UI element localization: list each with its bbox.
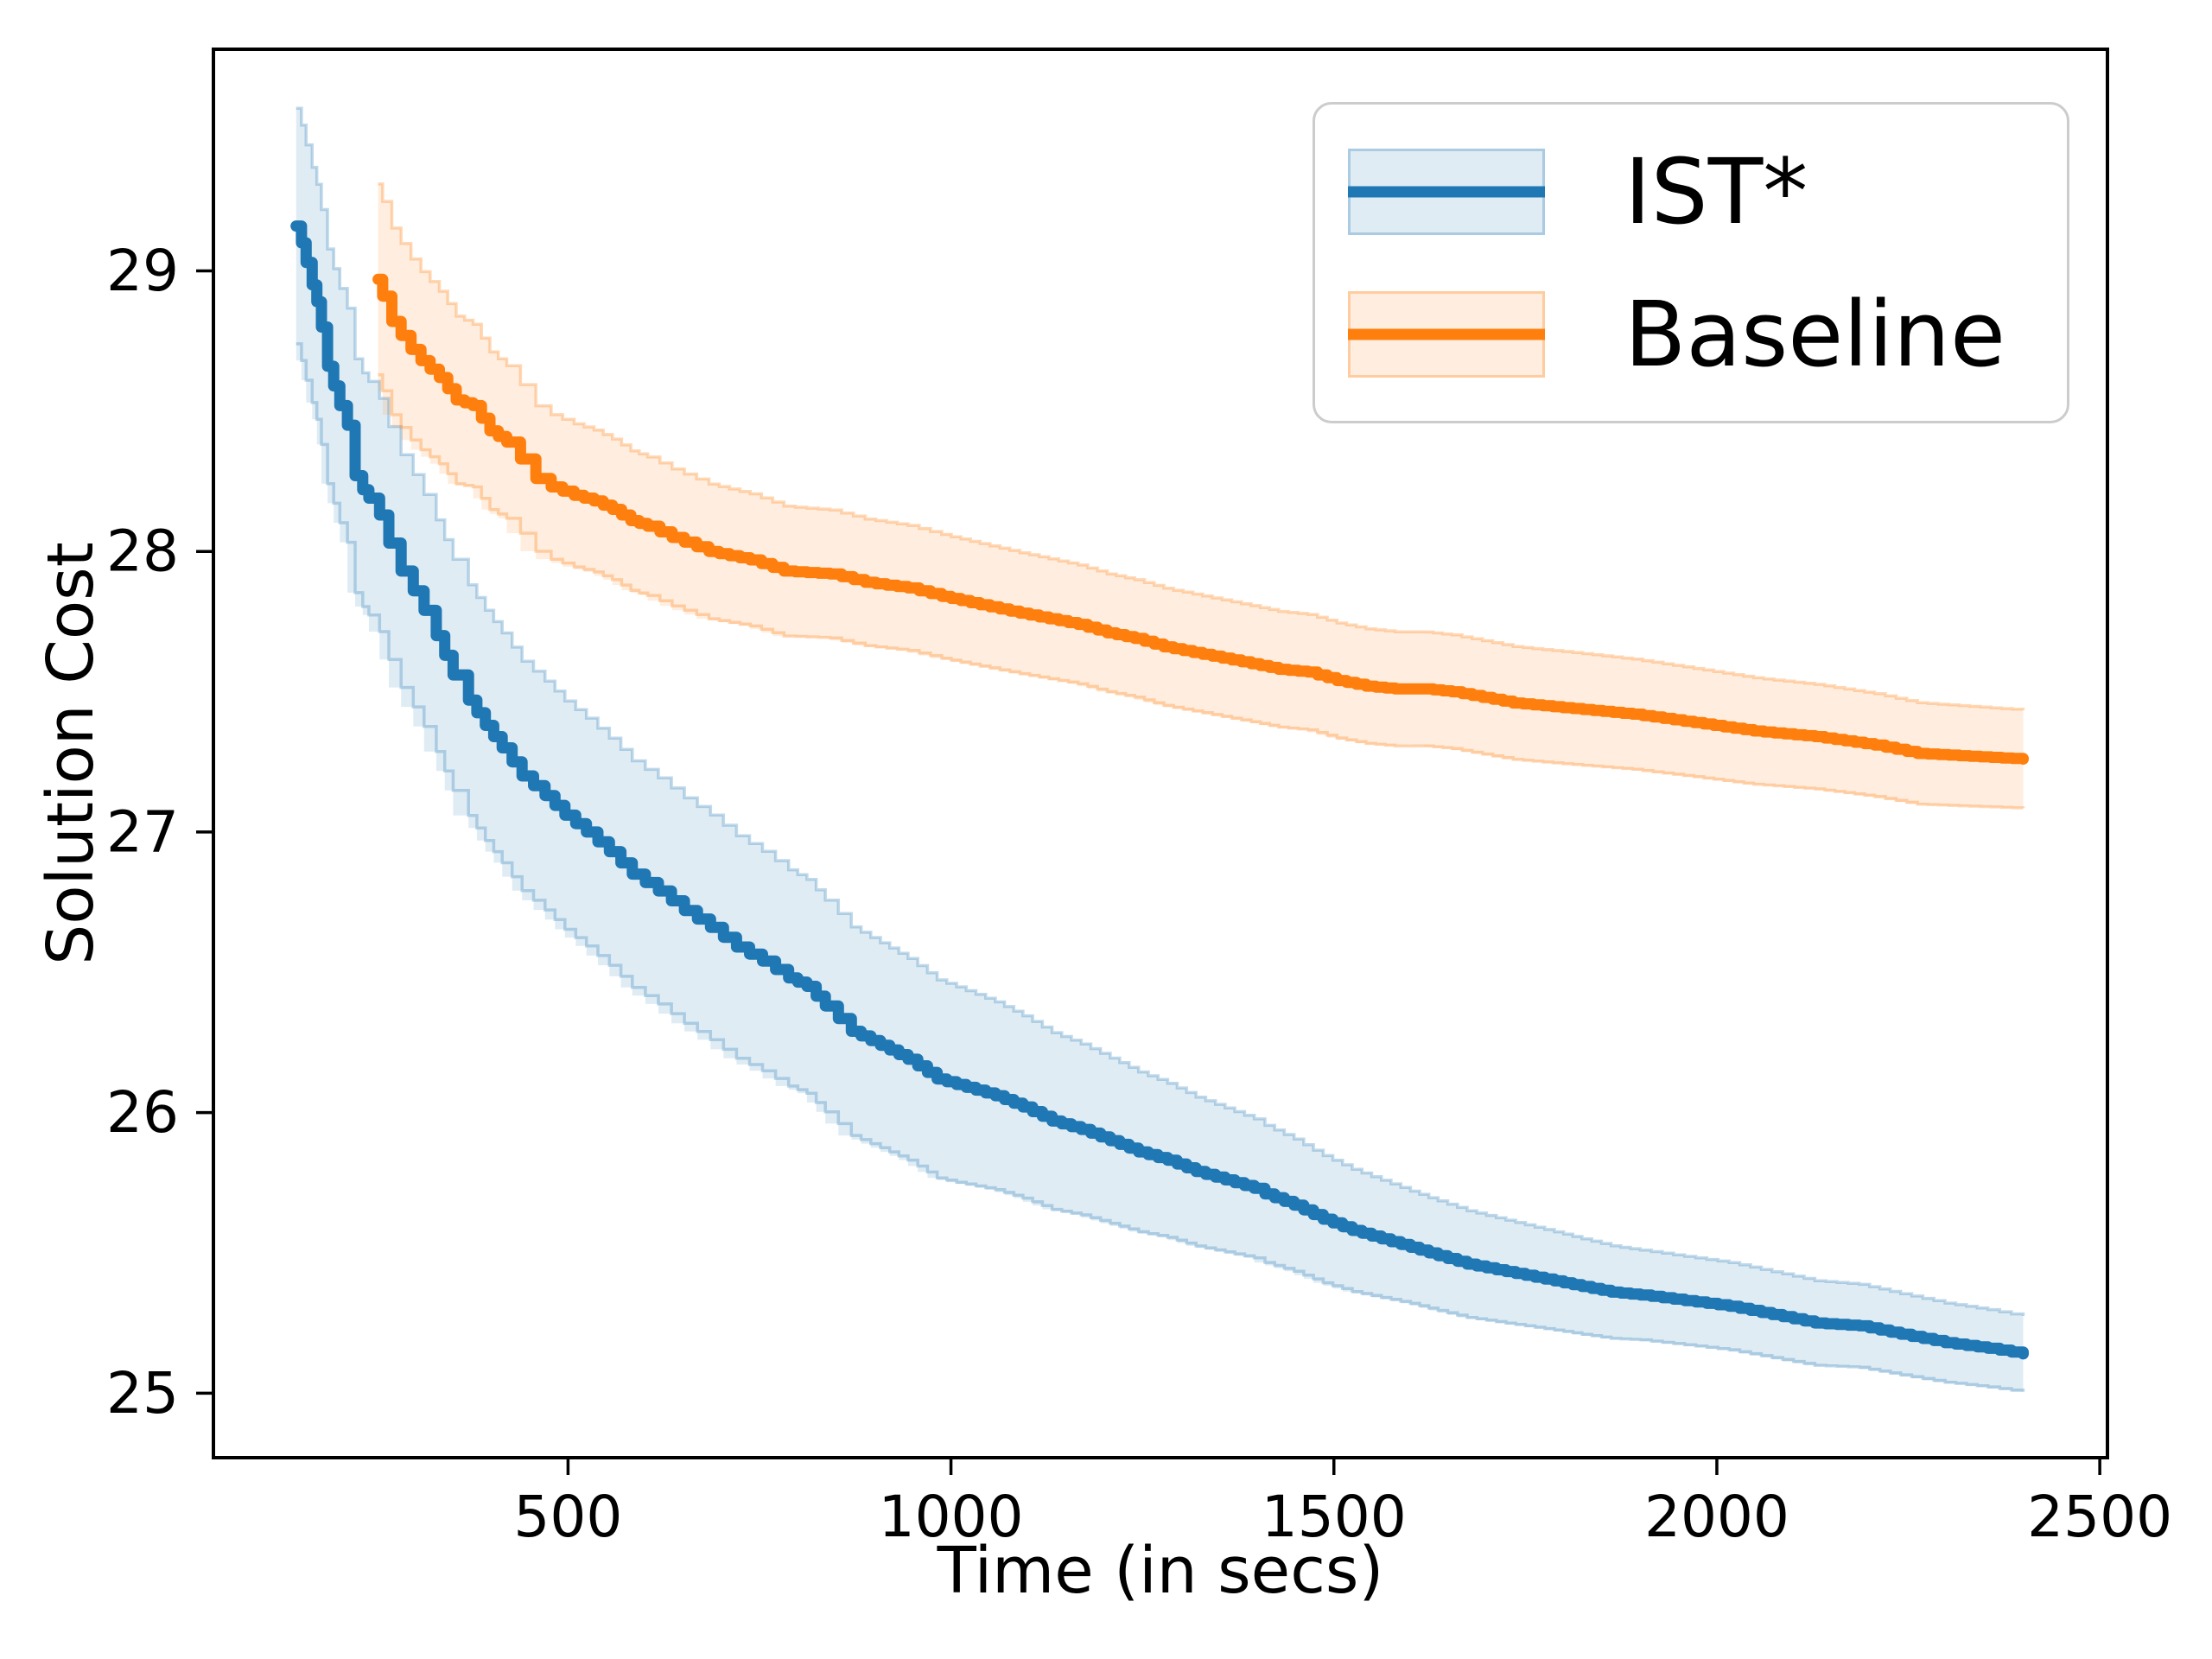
y-tick-label: 26 xyxy=(106,1079,179,1146)
y-axis-label: Solution Cost xyxy=(34,542,108,965)
legend-item-ist: IST* xyxy=(1348,147,2067,237)
legend-line-baseline-icon xyxy=(1348,328,1545,340)
y-tick-label: 27 xyxy=(106,798,179,865)
legend: IST* Baseline xyxy=(1313,102,2069,423)
legend-swatch-ist-icon xyxy=(1348,148,1545,235)
baseline-line xyxy=(372,273,2029,765)
baseline-band-upper-edge xyxy=(378,182,2025,711)
plot-area xyxy=(212,48,2109,1459)
x-tick-label: 1500 xyxy=(1262,1484,1407,1550)
y-tick-label: 25 xyxy=(106,1360,179,1427)
x-tick-label: 1000 xyxy=(879,1484,1024,1550)
x-axis-label: Time (in secs) xyxy=(937,1534,1384,1608)
ist-band xyxy=(296,108,2024,1392)
x-tick-label: 500 xyxy=(513,1484,622,1550)
ist-band-upper-edge xyxy=(296,106,2025,1316)
x-tick-label: 2000 xyxy=(1644,1484,1789,1550)
y-tick-label: 28 xyxy=(106,518,179,585)
legend-label-baseline: Baseline xyxy=(1624,281,2005,387)
y-tick-label: 29 xyxy=(106,238,179,304)
baseline-band-lower-edge xyxy=(378,372,2025,810)
ist-line xyxy=(290,220,2029,1360)
legend-label-ist: IST* xyxy=(1624,138,1808,245)
legend-line-ist-icon xyxy=(1348,186,1545,197)
x-tick-label: 2500 xyxy=(2027,1484,2172,1550)
legend-swatch-baseline-icon xyxy=(1348,290,1545,378)
ist-band-lower-edge xyxy=(296,342,2025,1392)
legend-item-baseline: Baseline xyxy=(1348,289,2067,379)
